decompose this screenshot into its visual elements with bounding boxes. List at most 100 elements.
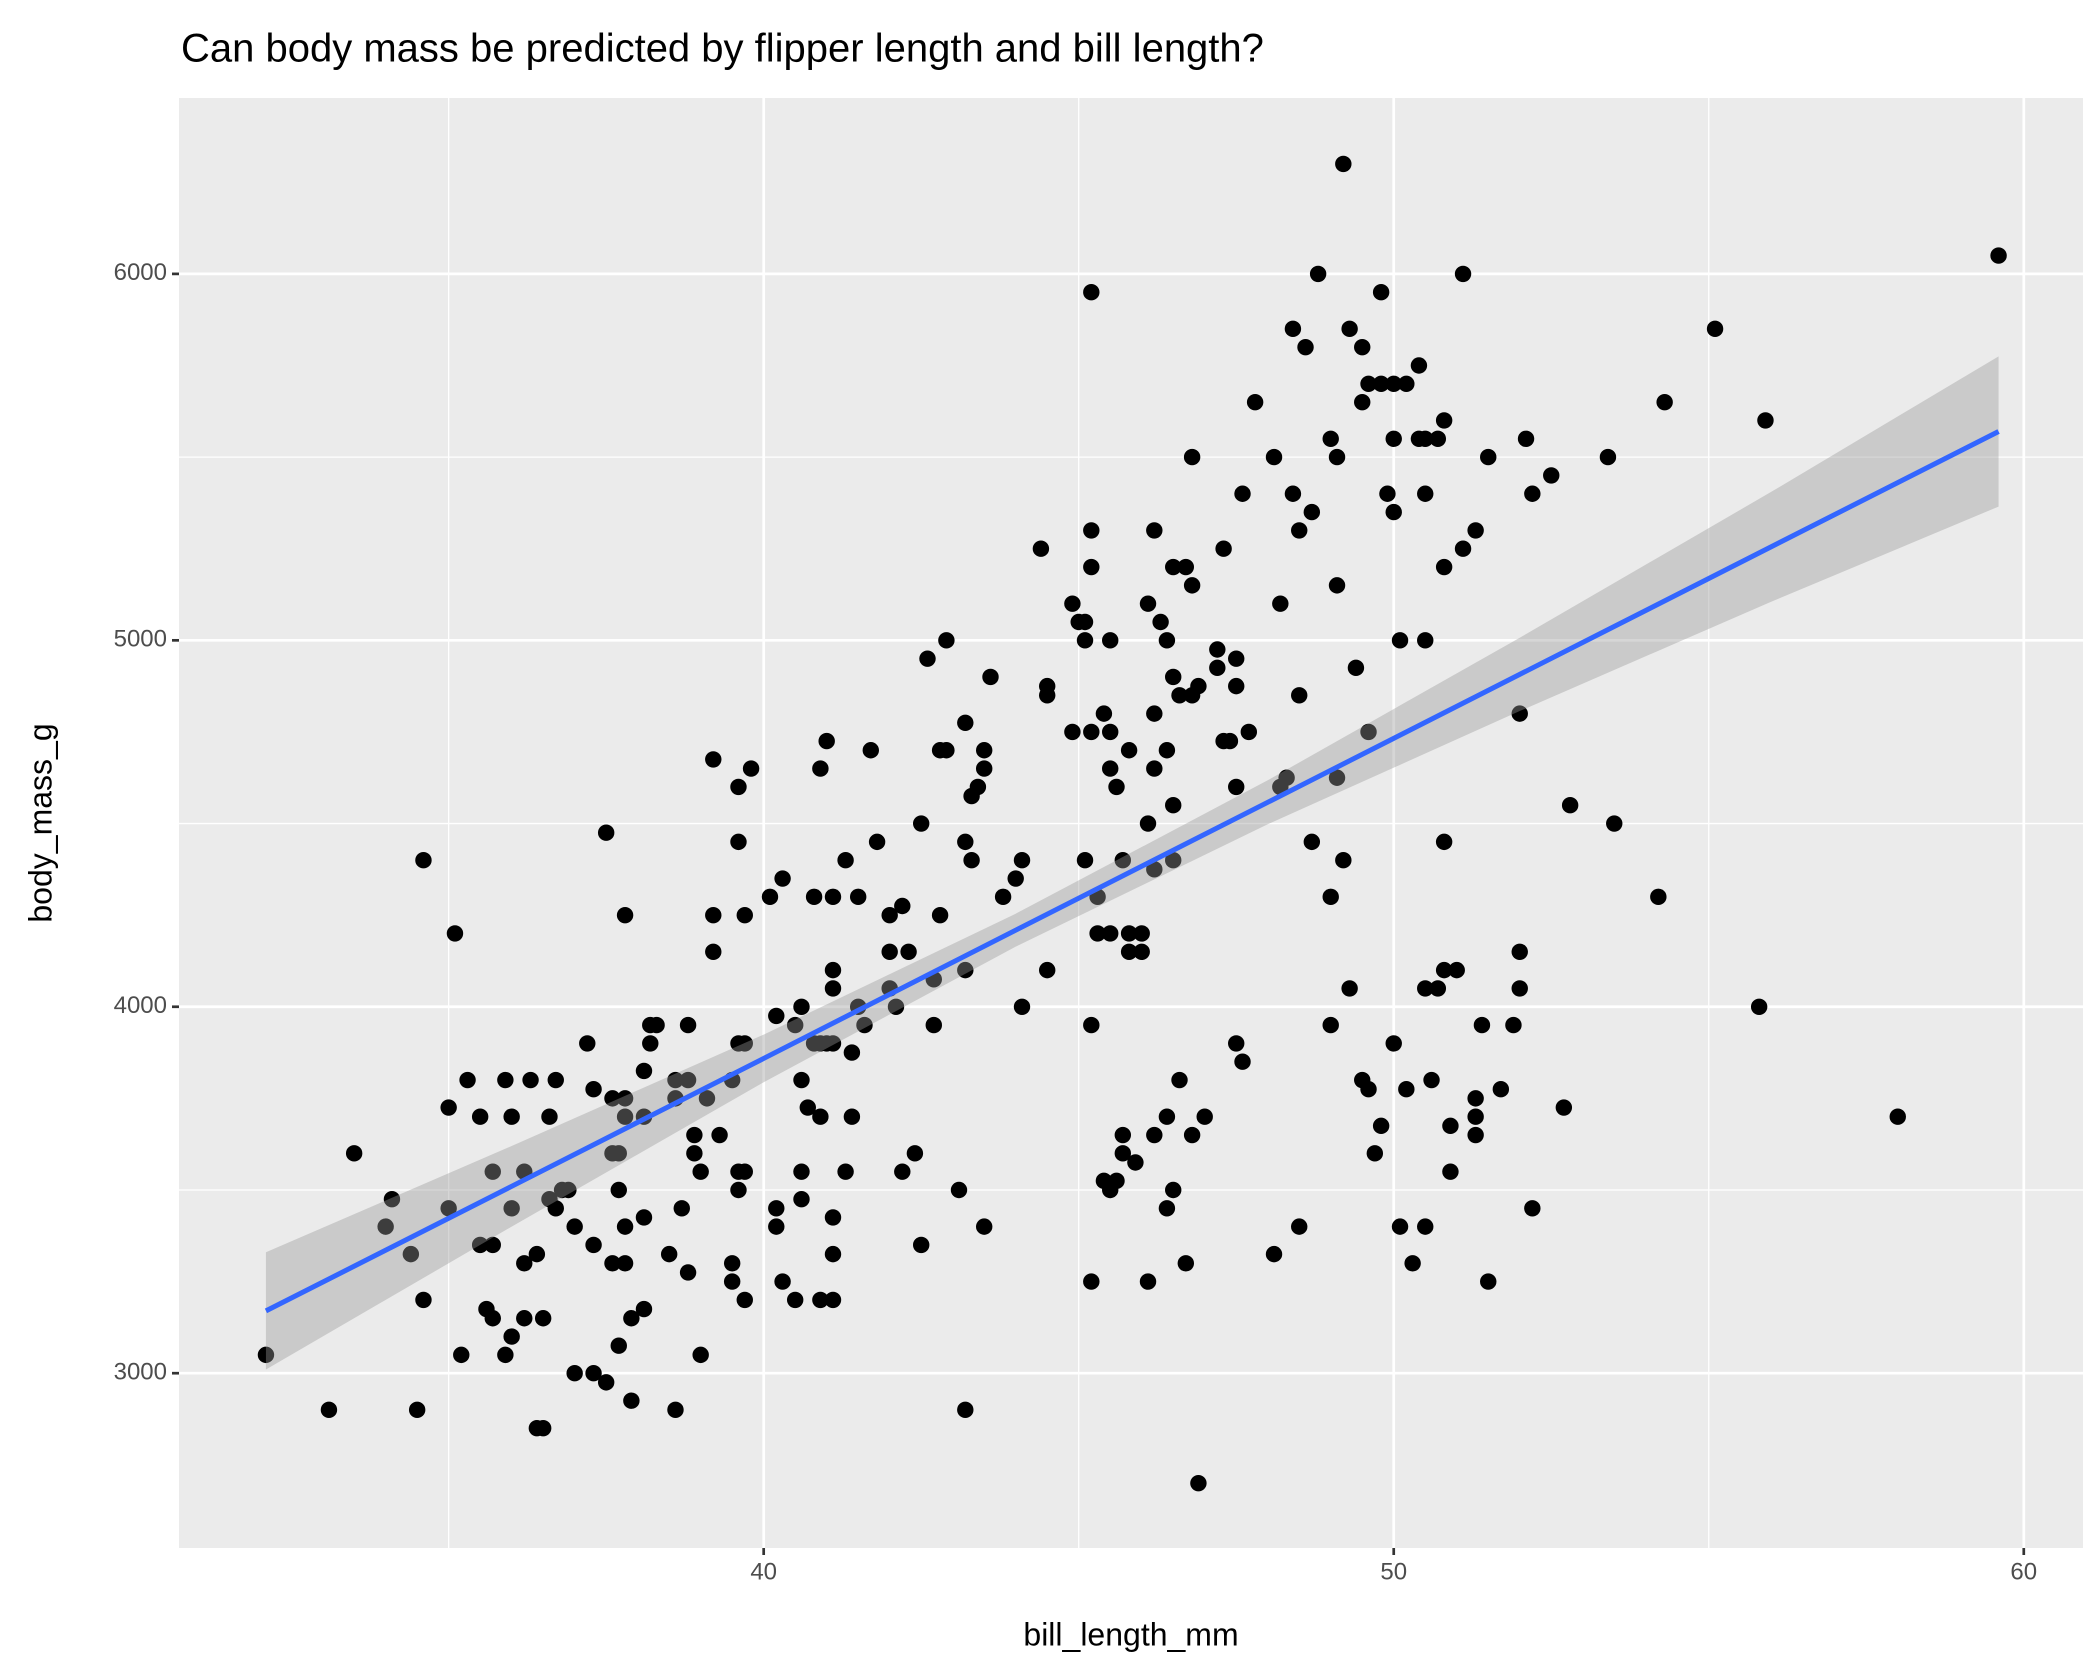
point — [673, 1200, 690, 1217]
y-axis-title: body_mass_g — [22, 723, 58, 922]
point — [1133, 925, 1150, 942]
point — [1013, 851, 1031, 869]
point — [566, 1218, 583, 1235]
point — [1102, 925, 1119, 942]
point — [843, 1044, 861, 1061]
y-tick-label: 4000 — [114, 992, 167, 1019]
point — [1606, 815, 1623, 832]
point — [1102, 723, 1119, 741]
y-tick-label: 3000 — [114, 1359, 167, 1386]
point — [868, 833, 886, 851]
point — [1297, 338, 1314, 356]
point — [1190, 1474, 1207, 1492]
point — [1146, 522, 1163, 539]
point — [377, 1218, 394, 1235]
point — [1228, 778, 1245, 796]
axes-layer: 40 50 60 3000 4000 5000 6000 — [114, 259, 2038, 1585]
point — [736, 1035, 753, 1052]
point — [1385, 430, 1402, 447]
point — [786, 1291, 804, 1309]
point — [1328, 448, 1346, 466]
chart-title: Can body mass be predicted by flipper le… — [181, 27, 1264, 71]
point — [1467, 1108, 1484, 1125]
point — [459, 1071, 476, 1089]
point — [1524, 1200, 1541, 1217]
point — [1177, 558, 1195, 576]
point — [1309, 265, 1327, 283]
point — [1064, 723, 1081, 741]
point — [824, 1291, 842, 1309]
confidence-band — [265, 356, 1999, 1370]
point — [1599, 448, 1617, 466]
point — [503, 1200, 520, 1217]
point — [1083, 723, 1100, 741]
point — [900, 943, 917, 961]
point — [969, 778, 987, 796]
point — [1385, 1035, 1402, 1052]
point — [1467, 1126, 1484, 1144]
point — [912, 815, 930, 832]
point — [1240, 723, 1258, 741]
point — [894, 1163, 911, 1180]
point — [1328, 577, 1346, 594]
point — [1360, 1081, 1377, 1098]
point — [1234, 1053, 1251, 1070]
point — [1322, 1016, 1339, 1034]
point — [642, 1035, 659, 1052]
point — [1303, 833, 1321, 851]
point — [1417, 632, 1434, 649]
point — [1102, 632, 1119, 649]
point — [793, 1071, 810, 1089]
point — [1398, 1081, 1415, 1098]
point — [560, 1181, 577, 1199]
point — [938, 632, 955, 649]
point — [667, 1071, 684, 1089]
point — [824, 888, 842, 906]
point — [887, 998, 905, 1015]
point — [1165, 851, 1182, 869]
point — [975, 742, 993, 759]
point — [679, 1264, 697, 1281]
point — [1335, 851, 1352, 869]
point — [1278, 769, 1295, 786]
point — [774, 870, 791, 887]
point — [471, 1108, 489, 1125]
point — [736, 1291, 753, 1309]
point — [768, 1218, 785, 1235]
point — [1133, 943, 1150, 961]
point — [1158, 1108, 1176, 1125]
point — [547, 1200, 564, 1217]
point — [635, 1300, 653, 1318]
point — [1757, 412, 1774, 429]
point — [812, 1108, 829, 1125]
point — [1385, 503, 1402, 521]
point — [805, 888, 823, 906]
point — [1429, 980, 1447, 997]
point — [686, 1145, 703, 1162]
point — [604, 1090, 621, 1107]
point — [950, 1181, 968, 1199]
point — [837, 1163, 854, 1180]
point — [849, 888, 867, 906]
point — [610, 1145, 627, 1162]
point — [1524, 485, 1541, 502]
point — [579, 1035, 596, 1052]
point — [1429, 430, 1447, 447]
point — [1284, 485, 1302, 502]
point — [799, 1099, 816, 1116]
point — [679, 1016, 697, 1034]
point — [1561, 797, 1579, 814]
point — [736, 906, 753, 924]
point — [1114, 1126, 1132, 1144]
y-tick-label: 5000 — [114, 626, 167, 653]
point — [881, 943, 898, 961]
point — [1480, 1273, 1497, 1290]
point — [1146, 760, 1163, 777]
point — [534, 1310, 552, 1327]
point — [1183, 577, 1201, 594]
point — [440, 1099, 457, 1116]
point — [1360, 375, 1377, 393]
point — [774, 1273, 791, 1290]
point — [616, 1108, 634, 1125]
point — [320, 1401, 338, 1419]
